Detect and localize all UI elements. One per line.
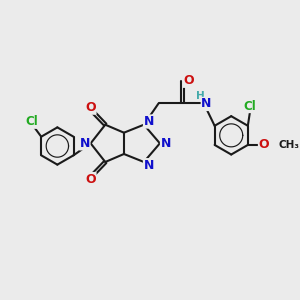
Text: O: O xyxy=(183,74,194,87)
Text: O: O xyxy=(85,101,96,114)
Text: N: N xyxy=(143,159,154,172)
Text: N: N xyxy=(160,137,171,150)
Text: O: O xyxy=(85,172,96,185)
Text: N: N xyxy=(143,115,154,128)
Text: H: H xyxy=(196,91,205,101)
Text: Cl: Cl xyxy=(25,115,38,128)
Text: N: N xyxy=(201,98,212,110)
Text: N: N xyxy=(80,137,90,150)
Text: O: O xyxy=(259,138,269,152)
Text: CH₃: CH₃ xyxy=(278,140,299,150)
Text: Cl: Cl xyxy=(244,100,256,112)
